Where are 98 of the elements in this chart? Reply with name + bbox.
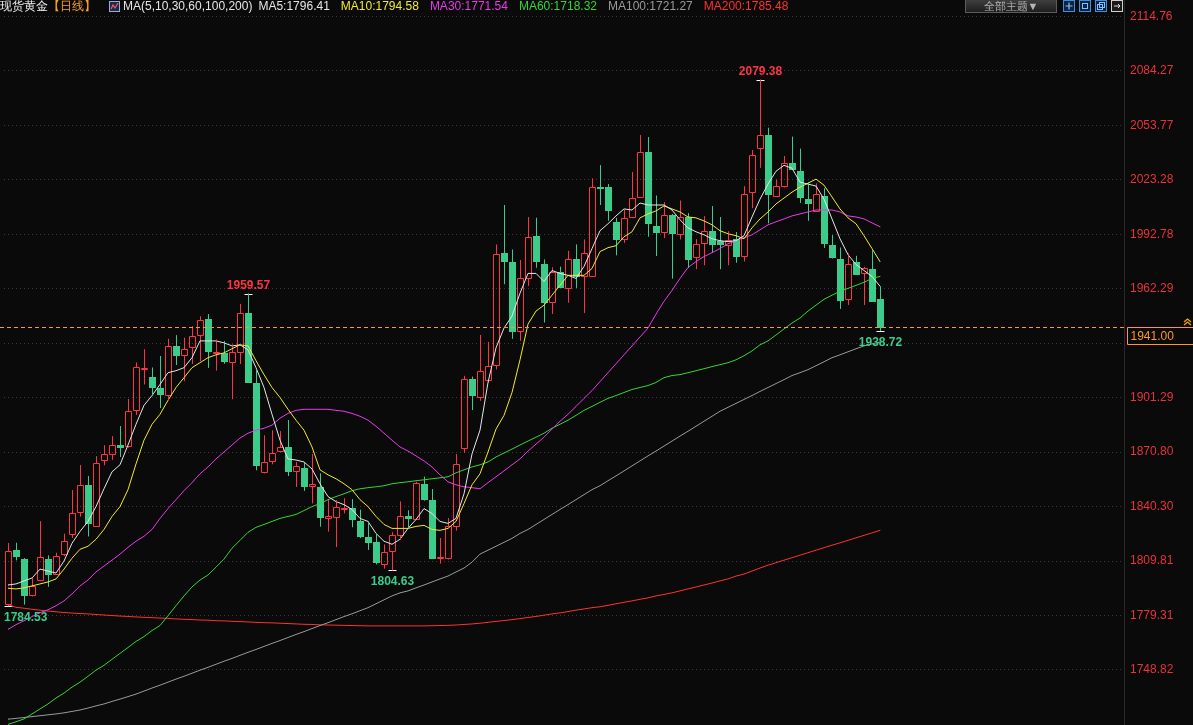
candlestick bbox=[173, 334, 180, 366]
chart-title: 现货黄金 bbox=[0, 0, 48, 13]
legend-title: MA(5,10,30,60,100,200) bbox=[123, 0, 253, 13]
candlestick bbox=[629, 171, 636, 218]
candlestick bbox=[573, 244, 580, 289]
candlestick bbox=[69, 489, 76, 539]
candlestick bbox=[685, 212, 692, 269]
y-tick-label: 1901.29 bbox=[1130, 390, 1174, 405]
text: MA60:1718.32 bbox=[518, 0, 597, 13]
candlestick bbox=[725, 230, 732, 266]
candlestick bbox=[61, 533, 68, 557]
candlestick bbox=[517, 259, 524, 342]
y-tick-label: 1962.29 bbox=[1130, 281, 1174, 296]
candlestick bbox=[165, 338, 172, 401]
candlestick bbox=[261, 435, 268, 473]
dropdown-button: 全部主题▼ bbox=[965, 0, 1057, 13]
annotation: 2079.38 bbox=[738, 63, 783, 78]
text: MA30:1771.54 bbox=[429, 0, 508, 13]
y-tick-label: 2114.76 bbox=[1130, 8, 1173, 23]
candlestick bbox=[221, 340, 228, 365]
y-tick-label: 1840.30 bbox=[1130, 498, 1174, 513]
candlestick bbox=[653, 195, 660, 257]
annotation: 1959.57 bbox=[226, 277, 271, 292]
candlestick bbox=[29, 577, 36, 596]
y-tick-label: 1992.78 bbox=[1130, 226, 1174, 241]
candlestick bbox=[317, 473, 324, 527]
candlestick bbox=[861, 266, 868, 306]
candlestick bbox=[509, 249, 516, 340]
candlestick bbox=[77, 464, 84, 517]
candlestick bbox=[189, 325, 196, 365]
text: MA100:1721.27 bbox=[608, 0, 693, 13]
candlestick bbox=[309, 453, 316, 504]
candlestick bbox=[805, 182, 812, 222]
candlestick bbox=[277, 430, 284, 452]
candlestick bbox=[645, 136, 652, 237]
candlestick bbox=[845, 253, 852, 306]
candlestick bbox=[693, 238, 700, 270]
annotation: 1804.63 bbox=[370, 573, 415, 588]
candlestick bbox=[461, 375, 468, 454]
candlestick bbox=[117, 425, 124, 458]
candlestick bbox=[613, 217, 620, 256]
y-tick-label: 2084.27 bbox=[1130, 63, 1174, 78]
candlestick bbox=[701, 215, 708, 266]
candlestick bbox=[677, 200, 684, 240]
y-tick-label: 2023.28 bbox=[1130, 172, 1174, 187]
candlestick bbox=[493, 244, 500, 370]
candlestick bbox=[21, 559, 28, 605]
candlestick bbox=[381, 544, 388, 569]
candlestick bbox=[405, 510, 412, 529]
candlestick bbox=[157, 355, 164, 409]
candlestick bbox=[285, 419, 292, 477]
candlestick bbox=[301, 462, 308, 492]
candlestick bbox=[45, 555, 52, 588]
y-tick-label: 1748.82 bbox=[1130, 662, 1174, 677]
candlestick bbox=[37, 520, 44, 581]
candlestick bbox=[293, 461, 300, 488]
candlestick bbox=[357, 509, 364, 539]
candlestick bbox=[149, 367, 156, 397]
candlestick bbox=[637, 134, 644, 198]
candlestick bbox=[213, 339, 220, 371]
y-tick-label: 1779.31 bbox=[1130, 607, 1174, 622]
candlestick bbox=[53, 552, 60, 575]
candlestick bbox=[669, 213, 676, 279]
candlestick bbox=[197, 315, 204, 362]
text: MA10:1794.58 bbox=[340, 0, 419, 13]
candlestick bbox=[621, 209, 628, 244]
candlestick bbox=[429, 488, 436, 559]
text: MA5:1796.41 bbox=[258, 0, 330, 13]
candlestick bbox=[661, 201, 668, 239]
y-tick-label: 1809.81 bbox=[1130, 553, 1174, 568]
candlestick bbox=[85, 475, 92, 537]
candlestick bbox=[741, 185, 748, 262]
candlestick bbox=[13, 542, 20, 561]
ref-line-label: 1941.00 bbox=[1130, 328, 1175, 343]
candlestick bbox=[501, 204, 508, 285]
candlestick bbox=[93, 455, 100, 527]
candlestick bbox=[469, 376, 476, 411]
candlestick bbox=[733, 231, 740, 263]
candlestick bbox=[765, 127, 772, 224]
candlestick bbox=[269, 430, 276, 465]
candlestick bbox=[525, 216, 532, 287]
chart-subtitle: 【日线】 bbox=[48, 0, 96, 13]
candlestick bbox=[821, 187, 828, 249]
candlestick bbox=[181, 337, 188, 382]
candlestick bbox=[533, 217, 540, 268]
y-tick-label: 1870.80 bbox=[1130, 444, 1174, 459]
candlestick bbox=[541, 259, 548, 323]
candlestick bbox=[749, 149, 756, 209]
annotation: 1938.72 bbox=[858, 334, 903, 349]
candlestick bbox=[125, 398, 132, 447]
text: MA200:1785.48 bbox=[703, 0, 789, 13]
candlestick bbox=[565, 250, 572, 303]
candlestick bbox=[837, 247, 844, 310]
candlestick bbox=[549, 267, 556, 315]
candlestick bbox=[205, 313, 212, 369]
candlestick bbox=[829, 234, 836, 258]
candlestick bbox=[253, 368, 260, 471]
y-tick-label: 2053.77 bbox=[1130, 117, 1174, 132]
